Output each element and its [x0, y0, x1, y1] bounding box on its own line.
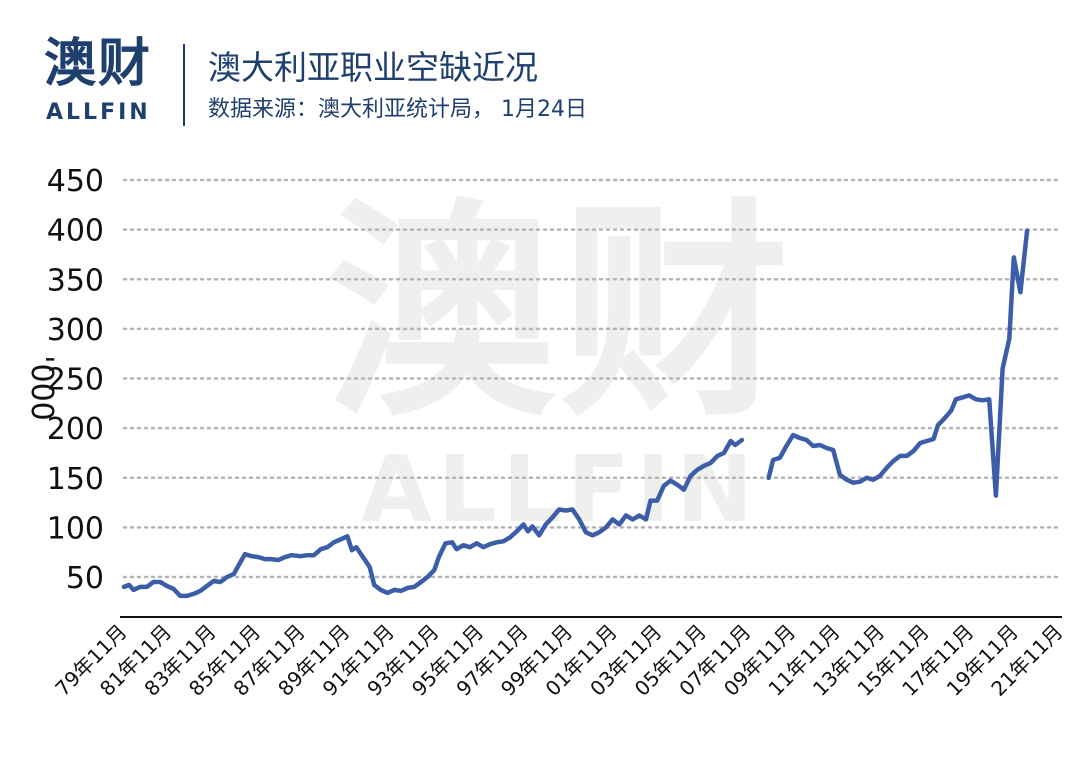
chart-title: 澳大利亚职业空缺近况 — [208, 48, 538, 87]
grid-lines — [122, 178, 1062, 579]
brand-logo-cn: 澳财 — [44, 34, 153, 94]
y-tick-label: 350 — [47, 263, 104, 298]
y-axis-label: '000 — [24, 355, 59, 421]
y-tick-label: 150 — [47, 462, 104, 497]
y-tick-label: 300 — [47, 313, 104, 348]
y-tick-label: 450 — [47, 164, 104, 199]
y-tick-label: 400 — [47, 214, 104, 249]
y-axis-ticks: 50 100 150 200 250 300 350 400 450 — [47, 164, 104, 596]
x-axis-ticks: 79年11月81年11月83年11月85年11月87年11月89年11月91年1… — [50, 620, 1067, 701]
y-tick-label: 250 — [47, 363, 104, 398]
series-lines — [121, 228, 1030, 599]
header-divider — [183, 44, 185, 126]
series-line — [766, 228, 1030, 498]
y-tick-label: 200 — [47, 412, 104, 447]
chart-header: 澳财 ALLFIN 澳大利亚职业空缺近况 数据来源：澳大利亚统计局， 1月24日 — [0, 0, 1080, 140]
chart-subtitle: 数据来源：澳大利亚统计局， 1月24日 — [208, 97, 587, 122]
y-tick-label: 100 — [47, 511, 104, 546]
series-line — [121, 437, 745, 599]
y-tick-label: 50 — [66, 561, 104, 596]
brand-logo-en: ALLFIN — [46, 100, 151, 125]
